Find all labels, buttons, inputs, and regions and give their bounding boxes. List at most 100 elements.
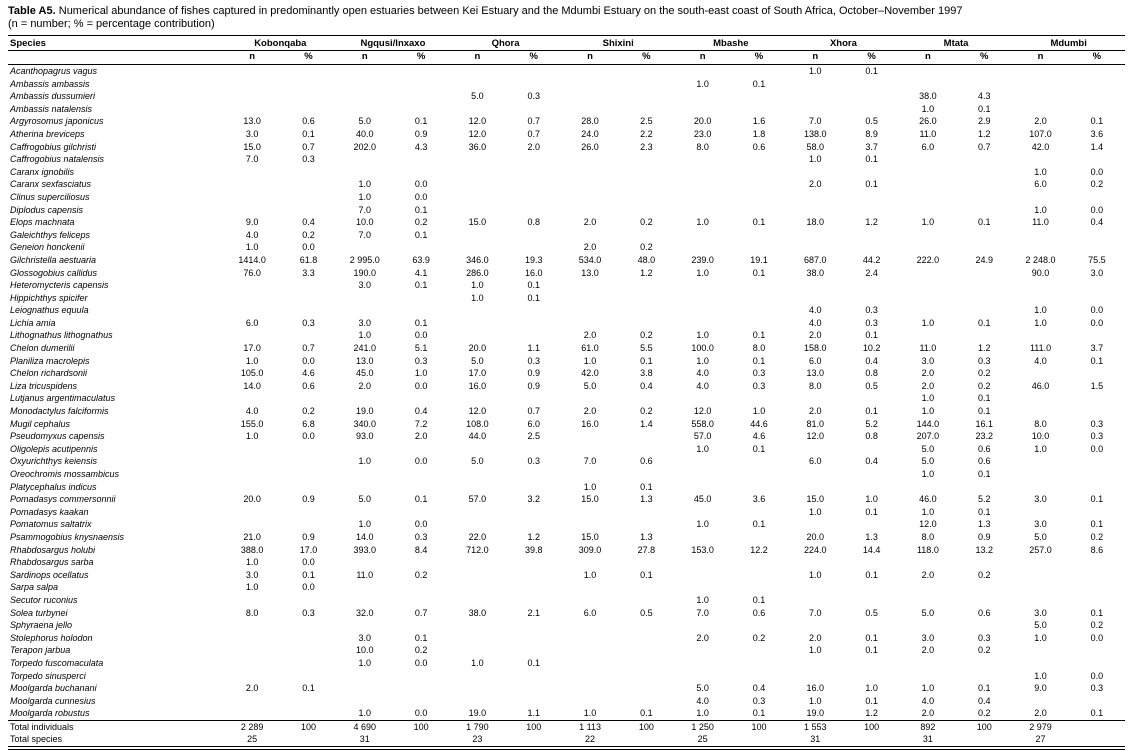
species-row: Oreochromis mossambicus 1.0 0.1 xyxy=(8,468,1125,481)
value-cell xyxy=(337,695,393,708)
value-cell xyxy=(731,166,787,179)
value-cell xyxy=(224,103,280,116)
value-cell: 0.1 xyxy=(414,494,428,505)
value-cell: 12.0 xyxy=(693,406,712,417)
value-cell: 6.0 xyxy=(527,418,540,429)
value-cell: 0.5 xyxy=(865,116,878,127)
value-cell xyxy=(393,506,449,519)
species-row: Psammogobius knysnaensis 21.0 0.9 14.0 0.3 22… xyxy=(8,531,1125,544)
species-row: Terapon jarbua 10.0 0.2 1.0 0.1 2.0 0.2 xyxy=(8,644,1125,657)
value-cell xyxy=(506,468,562,481)
value-cell xyxy=(787,581,843,594)
value-cell xyxy=(900,78,956,91)
value-cell: 1.0 xyxy=(1034,317,1047,328)
value-cell xyxy=(562,468,618,481)
value-cell xyxy=(787,279,843,292)
value-cell xyxy=(506,204,562,217)
value-cell: 0.0 xyxy=(1090,305,1104,316)
value-cell xyxy=(618,103,674,116)
value-cell xyxy=(280,443,336,456)
value-cell: 5.0 xyxy=(1034,531,1047,542)
value-cell: 0.1 xyxy=(865,645,878,656)
value-cell xyxy=(280,632,336,645)
value-cell: 0.6 xyxy=(752,607,766,618)
value-cell xyxy=(337,103,393,116)
value-cell xyxy=(843,443,899,456)
value-cell: 100 xyxy=(505,719,562,734)
value-cell: 0.2 xyxy=(977,645,991,656)
value-cell: 8.0 xyxy=(696,141,709,152)
value-cell xyxy=(618,670,674,683)
value-cell xyxy=(843,191,899,204)
value-cell xyxy=(449,317,505,330)
table-caption: Table A5. Numerical abundance of fishes … xyxy=(8,5,1125,31)
value-cell xyxy=(449,695,505,708)
value-cell xyxy=(956,733,1013,748)
value-cell: 1.0 xyxy=(696,217,709,228)
value-cell: 15.0 xyxy=(806,494,825,505)
value-cell: 2.0 xyxy=(809,179,822,190)
subheader-percent: % xyxy=(730,50,788,65)
value-cell: 0.7 xyxy=(527,406,540,417)
value-cell: 8.0 xyxy=(1034,418,1047,429)
value-cell: 1.2 xyxy=(865,217,878,228)
subheader-percent: % xyxy=(843,50,900,65)
value-cell xyxy=(675,556,731,569)
value-cell: 100 xyxy=(392,719,450,734)
value-cell xyxy=(1068,719,1125,734)
species-name: Torpedo fuscomaculata xyxy=(10,657,104,668)
species-row: Galeichthys feliceps 4.0 0.2 7.0 0.1 xyxy=(8,229,1125,242)
value-cell xyxy=(506,644,562,657)
value-cell: 0.1 xyxy=(414,229,428,240)
value-cell xyxy=(900,166,956,179)
value-cell: 26.0 xyxy=(581,141,599,152)
value-cell: 2.0 xyxy=(921,368,935,379)
value-cell: 45.0 xyxy=(693,494,712,505)
value-cell: 7.0 xyxy=(583,456,597,467)
value-cell: 0.1 xyxy=(977,506,991,517)
value-cell: 4.0 xyxy=(696,368,709,379)
value-cell: 7.0 xyxy=(245,154,259,165)
value-cell xyxy=(337,581,393,594)
value-cell xyxy=(449,632,505,645)
value-cell: 0.1 xyxy=(865,179,878,190)
value-cell xyxy=(900,241,956,254)
value-cell xyxy=(1069,455,1125,468)
value-cell xyxy=(337,65,393,78)
value-cell: 13.0 xyxy=(356,355,374,366)
value-cell xyxy=(900,619,956,632)
value-cell: 2.0 xyxy=(921,569,935,580)
value-cell xyxy=(337,682,393,695)
species-name: Lithognathus lithognathus xyxy=(10,330,113,341)
value-cell: 0.0 xyxy=(414,657,428,668)
value-cell xyxy=(675,229,731,242)
value-cell xyxy=(506,695,562,708)
value-cell xyxy=(1069,65,1125,78)
value-cell xyxy=(393,153,449,166)
value-cell xyxy=(787,166,843,179)
value-cell xyxy=(393,581,449,594)
value-cell: 19.0 xyxy=(806,708,825,719)
value-cell xyxy=(280,279,336,292)
species-name: Pseudomyxus capensis xyxy=(10,431,105,442)
value-cell: 0.4 xyxy=(865,456,878,467)
species-name: Liza tricuspidens xyxy=(10,380,78,391)
value-cell xyxy=(843,594,899,607)
value-cell xyxy=(731,392,787,405)
value-cell: 1.0 xyxy=(809,506,822,517)
value-cell: 2.5 xyxy=(527,431,540,442)
value-cell: 8.0 xyxy=(921,531,935,542)
value-cell xyxy=(675,65,731,78)
species-row: Ambassis dussumieri 5.0 0.3 38.0 4.3 xyxy=(8,90,1125,103)
value-cell xyxy=(1068,733,1125,748)
value-cell xyxy=(731,178,787,191)
value-cell xyxy=(337,506,393,519)
value-cell: 0.6 xyxy=(302,380,315,391)
value-cell xyxy=(1069,292,1125,305)
value-cell xyxy=(449,569,505,582)
value-cell: 26.0 xyxy=(919,116,937,127)
value-cell: 1.0 xyxy=(245,557,259,568)
value-cell: 3.3 xyxy=(302,267,315,278)
value-cell: 0.0 xyxy=(302,242,315,253)
value-cell: 558.0 xyxy=(691,418,714,429)
